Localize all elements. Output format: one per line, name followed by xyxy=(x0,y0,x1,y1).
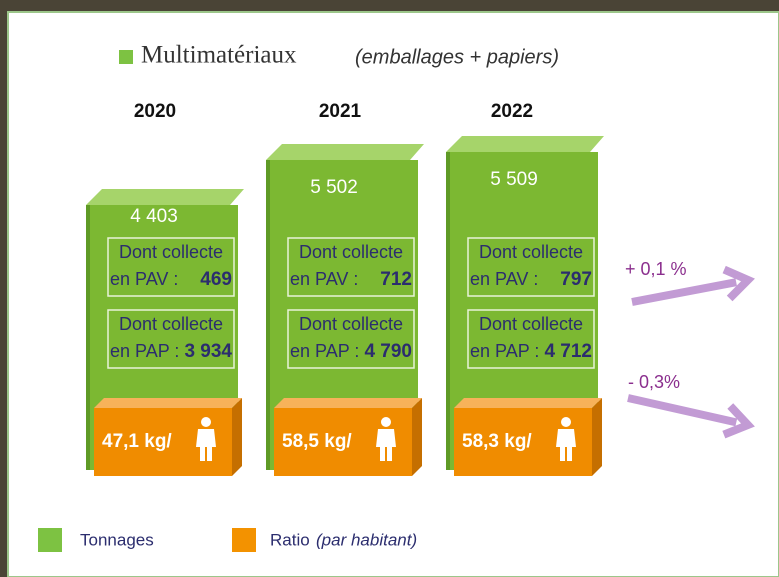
year: 2021 xyxy=(319,101,362,122)
person-icon xyxy=(201,417,211,427)
pav-label: Dont collecte xyxy=(479,242,583,262)
pav-label: en PAV : xyxy=(110,269,178,289)
trend-arrow-head xyxy=(722,265,755,302)
tonnage: 5 509 xyxy=(490,169,538,190)
trend-arrow xyxy=(627,394,738,427)
pap-box xyxy=(287,309,415,369)
legend-label: Ratio xyxy=(270,530,310,549)
trend-label: + 0,1 % xyxy=(625,259,687,279)
subtitle: (emballages + papiers) xyxy=(355,46,559,68)
pap-label: en PAP : xyxy=(470,341,539,361)
title: Multimatériaux xyxy=(141,42,297,69)
pav-label: Dont collecte xyxy=(299,242,403,262)
pap-label: en PAP : xyxy=(110,341,179,361)
person-icon xyxy=(561,417,571,427)
ratio: 58,5 kg/ xyxy=(282,431,352,452)
tonnage: 5 502 xyxy=(310,177,358,198)
legend-label: Tonnages xyxy=(80,530,154,549)
pav-value: 797 xyxy=(560,269,592,290)
title-square xyxy=(119,50,133,64)
legend-note: (par habitant) xyxy=(316,530,417,549)
legend-swatch xyxy=(38,528,62,552)
ratio: 47,1 kg/ xyxy=(102,431,172,452)
pav-box xyxy=(107,237,235,297)
bar-top xyxy=(446,136,604,152)
tonnage: 4 403 xyxy=(130,206,178,227)
ratio: 58,3 kg/ xyxy=(462,431,532,452)
ratio-top xyxy=(274,398,422,408)
pap-label: en PAP : xyxy=(290,341,359,361)
pav-value: 712 xyxy=(380,269,412,290)
pav-value: 469 xyxy=(200,269,232,290)
ratio-side xyxy=(232,398,242,476)
pap-label: Dont collecte xyxy=(479,314,583,334)
year: 2020 xyxy=(134,101,176,122)
pav-box xyxy=(287,237,415,297)
legend-swatch xyxy=(232,528,256,552)
pap-label: Dont collecte xyxy=(119,314,223,334)
ratio-top xyxy=(454,398,602,408)
pap-box xyxy=(107,309,235,369)
ratio-top xyxy=(94,398,242,408)
bar-top xyxy=(86,189,244,205)
year: 2022 xyxy=(491,101,533,122)
pap-box xyxy=(467,309,595,369)
trend-label: - 0,3% xyxy=(628,372,680,392)
pap-label: Dont collecte xyxy=(299,314,403,334)
pav-label: Dont collecte xyxy=(119,242,223,262)
person-icon xyxy=(556,429,576,461)
person-icon xyxy=(381,417,391,427)
trend-arrow-head xyxy=(722,403,755,439)
bar-top xyxy=(266,144,424,160)
pav-label: en PAV : xyxy=(290,269,358,289)
person-icon xyxy=(196,429,216,461)
person-icon xyxy=(376,429,396,461)
ratio-side xyxy=(412,398,422,476)
pav-label: en PAV : xyxy=(470,269,538,289)
trend-arrow xyxy=(631,278,737,306)
pap-value: 4 712 xyxy=(544,341,592,362)
pap-value: 4 790 xyxy=(364,341,412,362)
pap-value: 3 934 xyxy=(184,341,232,362)
pav-box xyxy=(467,237,595,297)
ratio-side xyxy=(592,398,602,476)
